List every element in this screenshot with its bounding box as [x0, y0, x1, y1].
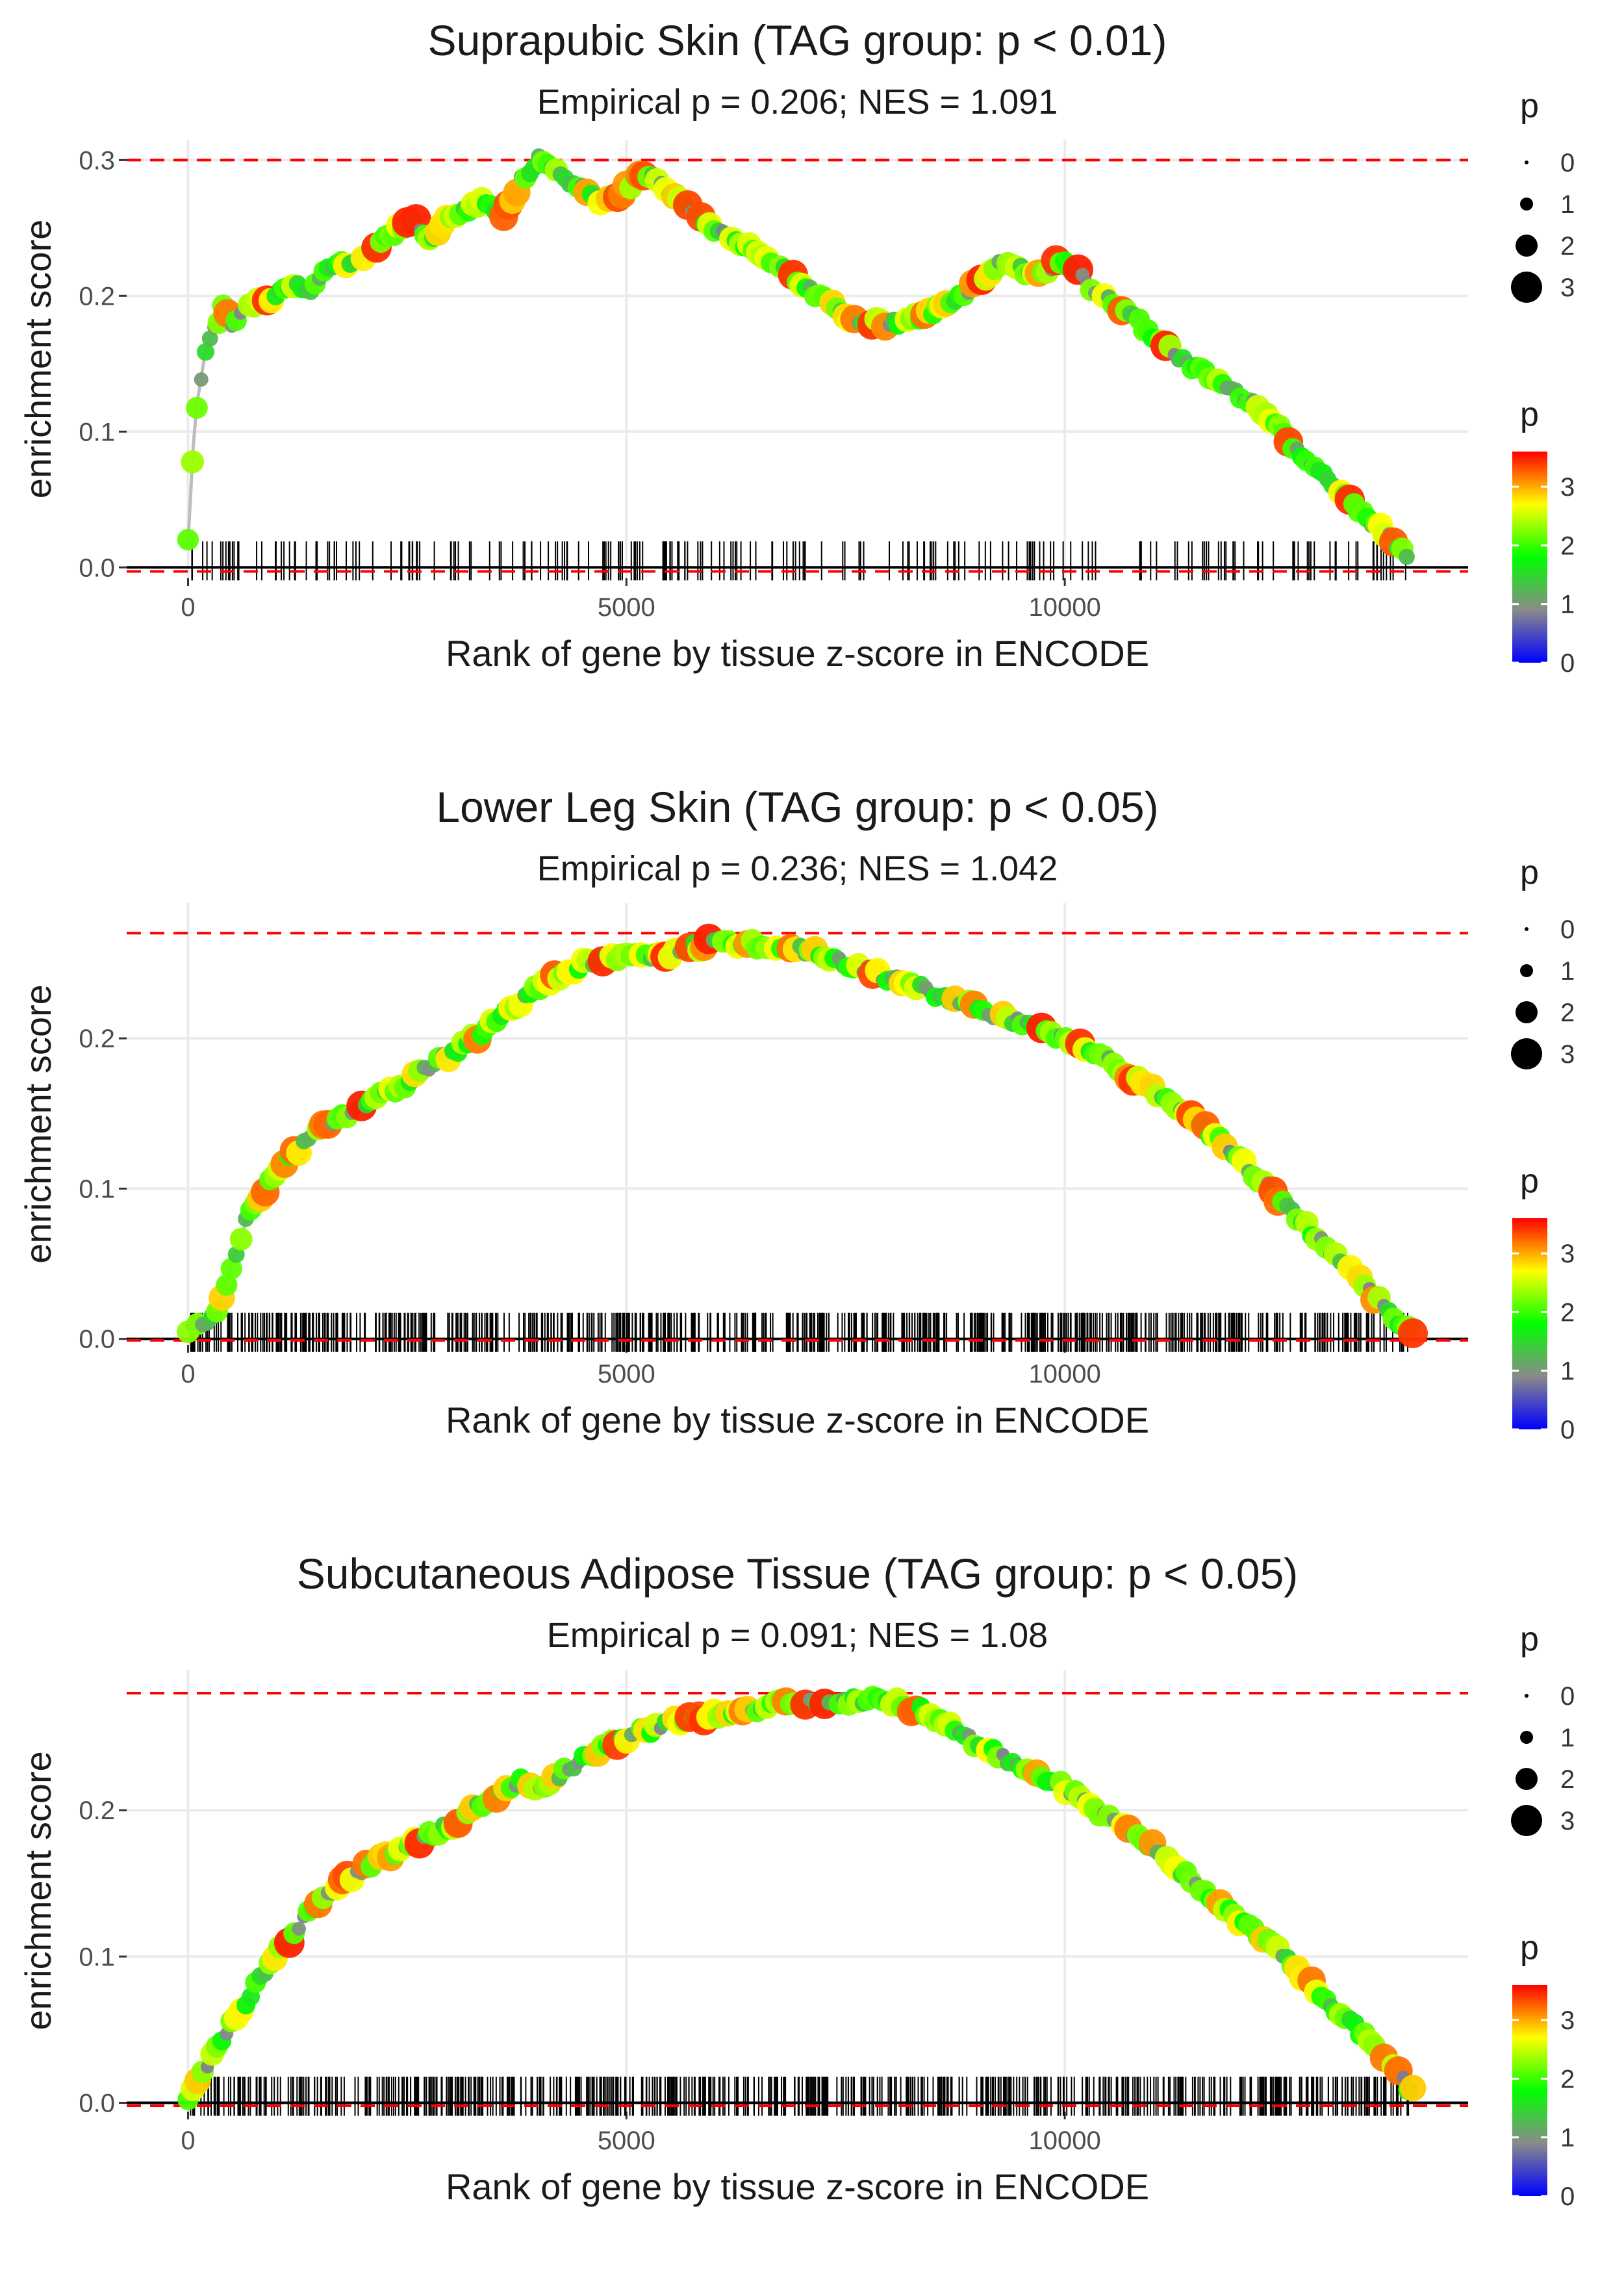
- y-tick-label: 0.0: [79, 2089, 115, 2117]
- chart-panel-3: Subcutaneous Adipose Tissue (TAG group: …: [18, 1550, 1575, 2211]
- size-legend-label: 1: [1560, 190, 1575, 219]
- size-legend-title: p: [1520, 87, 1539, 125]
- size-legend-title: p: [1520, 1620, 1539, 1658]
- x-tick-label: 5000: [598, 593, 655, 622]
- gene-point: [196, 343, 215, 361]
- color-bar: [1512, 1985, 1547, 2196]
- size-legend-key: [1511, 1805, 1542, 1836]
- size-legend-key: [1516, 1768, 1538, 1790]
- color-legend-label: 0: [1560, 2182, 1575, 2211]
- size-legend-label: 3: [1560, 1040, 1575, 1069]
- color-legend-label: 1: [1560, 1357, 1575, 1386]
- size-legend-label: 2: [1560, 1765, 1575, 1794]
- size-legend-title: p: [1520, 854, 1539, 891]
- size-legend-label: 2: [1560, 232, 1575, 261]
- size-legend-label: 0: [1560, 915, 1575, 944]
- y-tick-label: 0.1: [79, 1175, 115, 1203]
- y-axis-title: enrichment score: [18, 984, 58, 1264]
- size-legend-label: 0: [1560, 149, 1575, 177]
- y-axis-title: enrichment score: [18, 220, 58, 499]
- chart-subtitle: Empirical p = 0.236; NES = 1.042: [537, 849, 1058, 888]
- color-legend-label: 0: [1560, 649, 1575, 678]
- y-tick-label: 0.2: [79, 1025, 115, 1053]
- chart-panel-1: Suprapubic Skin (TAG group: p < 0.01) Emp…: [18, 16, 1575, 678]
- chart-title: Lower Leg Skin (TAG group: p < 0.05): [436, 783, 1158, 831]
- color-legend-title: p: [1520, 1929, 1539, 1967]
- size-legend-label: 1: [1560, 1724, 1575, 1752]
- chart-title: Subcutaneous Adipose Tissue (TAG group: …: [297, 1550, 1299, 1598]
- y-tick-label: 0.3: [79, 146, 115, 175]
- color-legend-label: 2: [1560, 2065, 1575, 2093]
- y-tick-label: 0.1: [79, 1943, 115, 1971]
- x-tick-label: 0: [181, 593, 195, 622]
- size-legend-key: [1525, 927, 1529, 931]
- x-axis-title: Rank of gene by tissue z-score in ENCODE: [446, 2166, 1149, 2207]
- y-tick-label: 0.0: [79, 1325, 115, 1354]
- y-tick-label: 0.2: [79, 1796, 115, 1825]
- color-legend-label: 2: [1560, 1298, 1575, 1327]
- gene-point: [1399, 2075, 1427, 2102]
- x-tick-label: 10000: [1029, 1360, 1101, 1388]
- gene-point: [177, 529, 199, 551]
- x-tick-label: 0: [181, 2127, 195, 2155]
- size-legend-label: 1: [1560, 957, 1575, 986]
- gene-point: [181, 450, 204, 474]
- size-legend-label: 0: [1560, 1682, 1575, 1711]
- size-legend-key: [1525, 160, 1529, 164]
- gene-point: [1397, 1318, 1428, 1349]
- gene-point: [220, 1257, 242, 1280]
- color-legend-title: p: [1520, 396, 1539, 433]
- color-bar: [1512, 1218, 1547, 1429]
- gene-point: [216, 1274, 238, 1296]
- x-tick-label: 10000: [1029, 593, 1101, 622]
- x-tick-label: 5000: [598, 1360, 655, 1388]
- color-legend-label: 0: [1560, 1416, 1575, 1444]
- y-tick-label: 0.2: [79, 282, 115, 311]
- y-tick-label: 0.0: [79, 554, 115, 582]
- size-legend-label: 2: [1560, 999, 1575, 1027]
- size-legend-key: [1520, 964, 1533, 977]
- size-legend-key: [1520, 1731, 1533, 1744]
- y-tick-label: 0.1: [79, 418, 115, 446]
- color-bar: [1512, 452, 1547, 663]
- x-axis-title: Rank of gene by tissue z-score in ENCODE: [446, 633, 1149, 674]
- color-legend-label: 3: [1560, 473, 1575, 502]
- color-legend-label: 1: [1560, 2124, 1575, 2153]
- gene-point: [194, 372, 209, 387]
- gene-point: [1399, 548, 1415, 565]
- color-legend-label: 2: [1560, 531, 1575, 560]
- size-legend-key: [1520, 198, 1533, 211]
- size-legend-key: [1511, 272, 1542, 303]
- enrichment-curve: [186, 157, 1408, 556]
- color-legend-title: p: [1520, 1162, 1539, 1200]
- color-legend-label: 1: [1560, 591, 1575, 619]
- chart-title: Suprapubic Skin (TAG group: p < 0.01): [428, 16, 1167, 64]
- size-legend-label: 3: [1560, 1807, 1575, 1835]
- color-legend-label: 3: [1560, 1240, 1575, 1268]
- y-axis-title: enrichment score: [18, 1751, 58, 2030]
- chart-subtitle: Empirical p = 0.091; NES = 1.08: [547, 1616, 1048, 1655]
- size-legend-label: 3: [1560, 274, 1575, 302]
- size-legend-key: [1516, 1001, 1538, 1023]
- x-axis-title: Rank of gene by tissue z-score in ENCODE: [446, 1399, 1149, 1440]
- x-tick-label: 10000: [1029, 2127, 1101, 2155]
- chart-panel-2: Lower Leg Skin (TAG group: p < 0.05) Empi…: [18, 783, 1575, 1444]
- size-legend-key: [1516, 235, 1538, 257]
- size-legend-key: [1525, 1694, 1529, 1698]
- gene-point: [186, 396, 208, 419]
- x-tick-label: 0: [181, 1360, 195, 1388]
- gene-point: [201, 330, 218, 347]
- chart-subtitle: Empirical p = 0.206; NES = 1.091: [537, 83, 1058, 121]
- color-legend-label: 3: [1560, 2006, 1575, 2035]
- gene-point: [229, 1227, 253, 1251]
- size-legend-key: [1511, 1038, 1542, 1069]
- gene-point: [292, 1921, 306, 1936]
- x-tick-label: 5000: [598, 2127, 655, 2155]
